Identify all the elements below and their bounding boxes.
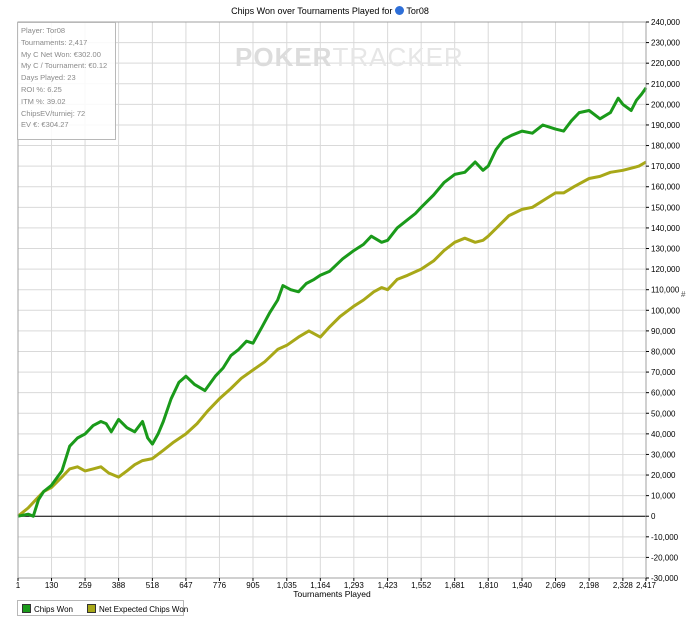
stat-tournaments: Tournaments: 2,417	[21, 37, 88, 47]
legend-item-chips-won[interactable]: Chips Won	[22, 604, 73, 614]
x-tick-label: 2,328	[613, 581, 634, 590]
pokertracker-watermark: POKERTRACKER	[235, 42, 464, 73]
y-tick-label: 140,000	[651, 224, 680, 233]
y-tick-label: -10,000	[651, 533, 679, 542]
y-tick-label: 170,000	[651, 162, 680, 171]
chart-title: Chips Won over Tournaments Played for Tor…	[0, 6, 660, 16]
grid	[17, 21, 647, 579]
x-tick-label: 647	[179, 581, 193, 590]
y-tick-label: 40,000	[651, 430, 676, 439]
y-tick-label: 10,000	[651, 492, 676, 501]
watermark-part-tracker: TRACKER	[332, 42, 464, 72]
x-tick-label: 1,552	[411, 581, 432, 590]
x-tick-label: 518	[146, 581, 160, 590]
y-tick-label: 100,000	[651, 306, 680, 315]
y-tick-label: 210,000	[651, 80, 680, 89]
y-tick-label: 190,000	[651, 121, 680, 130]
stats-box: Player: Tor08 Tournaments: 2,417 My C Ne…	[17, 22, 116, 140]
stat-ev: EV €: €304.27	[21, 120, 69, 130]
side-marker: #	[681, 290, 686, 299]
y-tick-label: 90,000	[651, 327, 676, 336]
y-tick-label: 150,000	[651, 203, 680, 212]
y-tick-label: 180,000	[651, 142, 680, 151]
y-tick-label: 80,000	[651, 347, 676, 356]
stat-itm: ITM %: 39.02	[21, 96, 66, 106]
x-tick-label: 1,681	[445, 581, 466, 590]
stat-net-won: My C Net Won: €302.00	[21, 49, 101, 59]
y-tick-label: 50,000	[651, 409, 676, 418]
series-line-chips-won	[17, 87, 648, 518]
x-tick-label: 1,810	[478, 581, 499, 590]
y-tick-label: 0	[651, 512, 656, 521]
x-tick-label: 905	[246, 581, 260, 590]
watermark-part-poker: POKER	[235, 42, 333, 72]
x-tick-label: 259	[78, 581, 92, 590]
x-tick-label: 776	[213, 581, 227, 590]
legend-label-net-expected: Net Expected Chips Won	[99, 605, 189, 614]
x-tick-label: 2,198	[579, 581, 600, 590]
y-axis-ticks: -30,000 -20,000 -10,000 0 10,000 20,000 30,000…	[646, 18, 680, 583]
x-tick-label: 1,423	[378, 581, 399, 590]
x-tick-label: 130	[45, 581, 59, 590]
series-line-net-expected-chips-won	[17, 160, 647, 518]
y-tick-label: 130,000	[651, 245, 680, 254]
y-tick-label: 20,000	[651, 471, 676, 480]
legend: Chips Won Net Expected Chips Won	[17, 600, 188, 616]
y-tick-label: -20,000	[651, 553, 679, 562]
x-tick-label: 1,940	[512, 581, 533, 590]
legend-swatch-net-expected	[87, 604, 96, 613]
x-tick-label: 1	[16, 581, 21, 590]
legend-label-chips-won: Chips Won	[34, 605, 73, 614]
y-tick-label: 240,000	[651, 18, 680, 27]
y-tick-label: 30,000	[651, 450, 676, 459]
x-axis-label: Tournaments Played	[293, 589, 371, 599]
y-tick-label: 120,000	[651, 265, 680, 274]
y-tick-label: -30,000	[651, 574, 679, 583]
player-icon	[395, 6, 405, 15]
y-tick-label: 60,000	[651, 389, 676, 398]
stat-days-played: Days Played: 23	[21, 73, 76, 83]
x-tick-label: 2,417	[636, 581, 657, 590]
x-axis-ticks: 1 130 259 388 518 647 776 905 1,035 1,164 1,293 1,4…	[16, 578, 657, 590]
stat-player: Player: Tor08	[21, 26, 66, 35]
plot-area-frame	[17, 21, 647, 579]
chart-title-prefix: Chips Won over Tournaments Played for	[231, 6, 393, 16]
stat-chipsev: ChipsEV/turniej: 72	[21, 108, 86, 118]
legend-swatch-chips-won	[22, 604, 31, 613]
chart-title-player: Tor08	[406, 6, 429, 16]
y-tick-label: 110,000	[651, 286, 680, 295]
y-tick-label: 200,000	[651, 100, 680, 109]
x-tick-label: 1,293	[344, 581, 365, 590]
y-tick-label: 230,000	[651, 39, 680, 48]
y-tick-label: 220,000	[651, 59, 680, 68]
x-tick-label: 1,035	[277, 581, 298, 590]
stat-roi: ROI %: 6.25	[21, 84, 62, 94]
series-layer	[17, 87, 648, 518]
stat-per-tournament: My C / Tournament: €0.12	[21, 61, 108, 71]
x-tick-label: 1,164	[310, 581, 331, 590]
legend-item-net-expected[interactable]: Net Expected Chips Won	[87, 604, 188, 614]
x-tick-label: 2,069	[546, 581, 567, 590]
y-tick-label: 70,000	[651, 368, 676, 377]
x-tick-label: 388	[112, 581, 126, 590]
y-tick-label: 160,000	[651, 183, 680, 192]
